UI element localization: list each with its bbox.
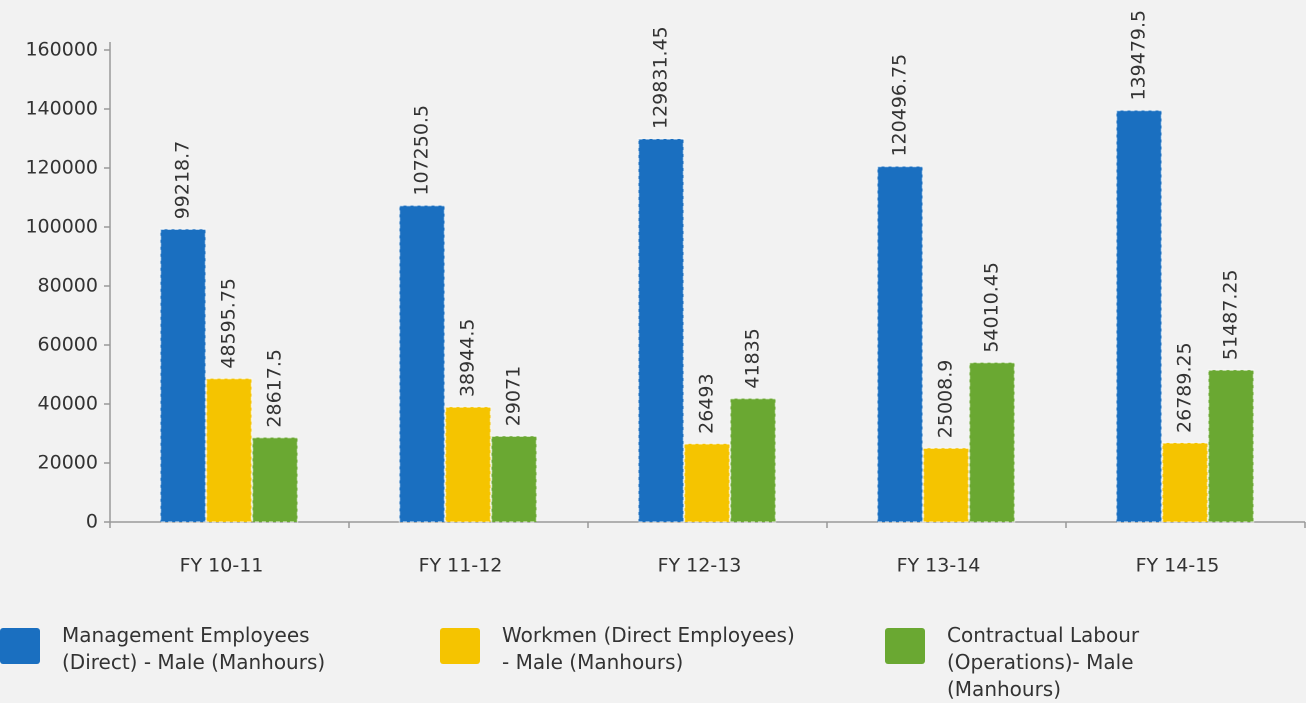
bar [444, 406, 492, 523]
bar [876, 165, 924, 523]
x-tick-label: FY 12-13 [658, 555, 742, 577]
x-tick-label: FY 11-12 [419, 555, 503, 577]
bar [729, 397, 777, 523]
data-label: 48595.75 [218, 278, 240, 369]
bar [683, 443, 731, 523]
data-label: 28617.5 [264, 349, 286, 428]
legend-swatch [885, 628, 925, 664]
bar [1207, 369, 1255, 523]
y-tick-label: 20000 [38, 452, 98, 474]
data-label: 120496.75 [889, 54, 911, 157]
data-label: 107250.5 [411, 105, 433, 196]
bar [922, 447, 970, 523]
bar [205, 377, 253, 523]
data-label: 38944.5 [457, 319, 479, 398]
data-label: 29071 [503, 366, 525, 426]
x-tick-label: FY 13-14 [897, 555, 981, 577]
legend-label: Workmen (Direct Employees) - Male (Manho… [502, 623, 795, 674]
data-label: 129831.45 [650, 26, 672, 129]
legend-swatch [0, 628, 40, 664]
data-label: 139479.5 [1128, 10, 1150, 101]
legend-label: Contractual Labour (Operations)- Male (M… [947, 623, 1140, 701]
data-label: 26493 [696, 373, 718, 433]
page: {"chart_data": {"type": "bar", "categori… [0, 9, 1306, 701]
data-label: 51487.25 [1220, 269, 1242, 360]
legend-item: Workmen (Direct Employees) - Male (Manho… [440, 622, 802, 676]
x-tick-label: FY 10-11 [180, 555, 264, 577]
bar [1115, 109, 1163, 523]
bar [159, 228, 207, 523]
bar [637, 138, 685, 523]
y-tick-label: 160000 [25, 39, 98, 61]
y-tick-label: 0 [86, 511, 98, 533]
y-tick-label: 120000 [25, 157, 98, 179]
legend-item: Management Employees (Direct) - Male (Ma… [0, 622, 362, 676]
y-tick-label: 100000 [25, 216, 98, 238]
legend-item: Contractual Labour (Operations)- Male (M… [885, 622, 1247, 703]
data-label: 99218.7 [172, 141, 194, 220]
bar [251, 436, 299, 523]
data-label: 26789.25 [1174, 342, 1196, 433]
y-tick-label: 80000 [38, 275, 98, 297]
x-tick-label: FY 14-15 [1136, 555, 1220, 577]
data-label: 41835 [742, 328, 764, 388]
y-tick-label: 60000 [38, 334, 98, 356]
legend-label: Management Employees (Direct) - Male (Ma… [62, 623, 326, 674]
data-label: 54010.45 [981, 262, 1003, 353]
bar [1161, 442, 1209, 523]
data-label: 25008.9 [935, 360, 957, 439]
chart: 0 20000 40000 60000 80000 100000 120000 140000 1… [25, 10, 1306, 577]
legend-swatch [440, 628, 480, 664]
bar [968, 361, 1016, 523]
bar [398, 204, 446, 523]
y-tick-label: 40000 [38, 393, 98, 415]
bar [490, 435, 538, 523]
y-tick-label: 140000 [25, 98, 98, 120]
